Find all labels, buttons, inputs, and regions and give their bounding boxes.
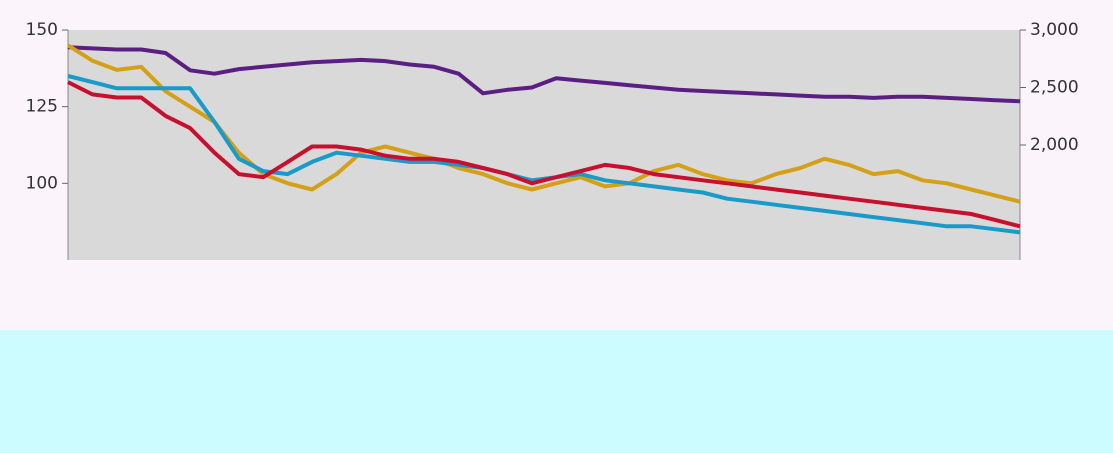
lower-band — [0, 330, 1113, 453]
y2-tick-label: 2,000 — [1030, 135, 1079, 155]
y2-tick-label: 2,500 — [1030, 78, 1079, 98]
y-tick-label: 150 — [26, 20, 58, 40]
y-tick-label: 100 — [26, 173, 58, 193]
plot-area — [68, 30, 1020, 260]
y-tick-label: 125 — [26, 97, 58, 117]
y2-tick-label: 3,000 — [1030, 20, 1079, 40]
series-line — [67, 45, 1021, 104]
series-line — [67, 80, 1021, 229]
